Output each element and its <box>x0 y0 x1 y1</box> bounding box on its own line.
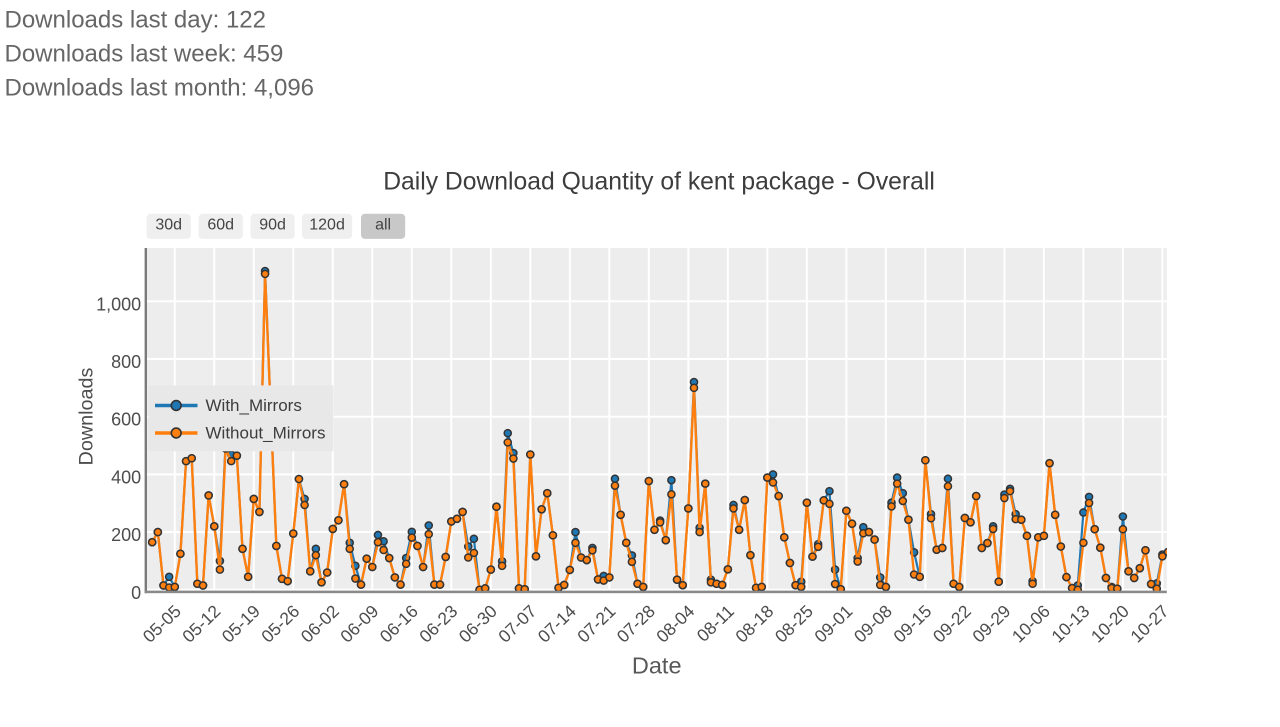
svg-text:Downloads last month: 4,096: Downloads last month: 4,096 <box>5 74 315 101</box>
svg-text:60d: 60d <box>207 216 234 233</box>
svg-text:1,000: 1,000 <box>96 294 141 314</box>
svg-text:Downloads last week: 459: Downloads last week: 459 <box>5 40 284 67</box>
svg-text:200: 200 <box>111 525 141 545</box>
svg-text:0: 0 <box>131 583 141 603</box>
svg-text:90d: 90d <box>259 216 286 233</box>
svg-text:Date: Date <box>632 653 682 679</box>
svg-text:Daily Download Quantity of ken: Daily Download Quantity of kent package … <box>383 169 935 196</box>
svg-text:Downloads last day: 122: Downloads last day: 122 <box>5 6 267 33</box>
svg-text:120d: 120d <box>309 216 345 233</box>
svg-text:With_Mirrors: With_Mirrors <box>206 396 302 415</box>
svg-text:30d: 30d <box>155 216 182 233</box>
svg-text:400: 400 <box>111 467 141 487</box>
svg-text:600: 600 <box>111 410 141 430</box>
svg-text:Downloads: Downloads <box>75 367 97 465</box>
svg-text:Without_Mirrors: Without_Mirrors <box>206 424 326 443</box>
svg-text:all: all <box>375 216 391 233</box>
svg-text:800: 800 <box>111 352 141 372</box>
